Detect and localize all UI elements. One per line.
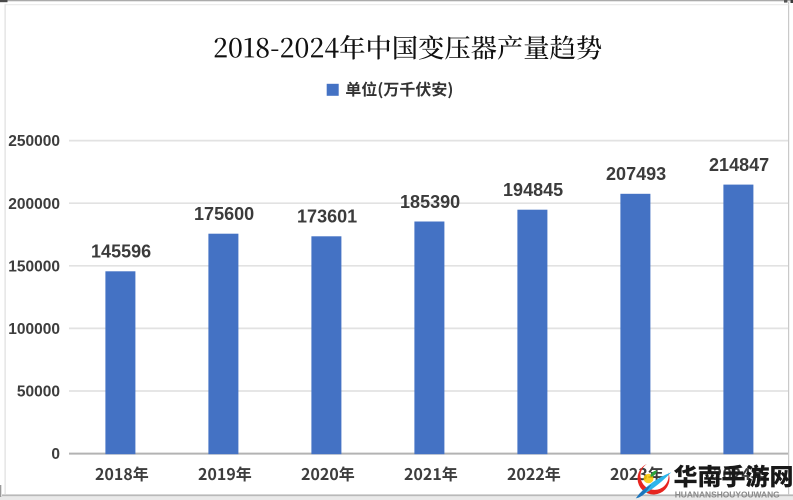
svg-text:250000: 250000 <box>8 133 60 150</box>
svg-text:214847: 214847 <box>709 155 769 175</box>
svg-text:194845: 194845 <box>503 180 563 200</box>
svg-text:175600: 175600 <box>194 204 254 224</box>
svg-text:200000: 200000 <box>8 196 60 213</box>
svg-text:207493: 207493 <box>606 164 666 184</box>
svg-text:185390: 185390 <box>400 192 460 212</box>
svg-text:0: 0 <box>51 446 60 463</box>
svg-text:173601: 173601 <box>297 207 357 227</box>
svg-text:100000: 100000 <box>8 321 60 338</box>
svg-text:HUANANSHOUYOUWANG: HUANANSHOUYOUWANG <box>675 489 780 499</box>
svg-text:150000: 150000 <box>8 258 60 275</box>
svg-text:145596: 145596 <box>91 242 151 262</box>
svg-text:50000: 50000 <box>17 384 60 401</box>
